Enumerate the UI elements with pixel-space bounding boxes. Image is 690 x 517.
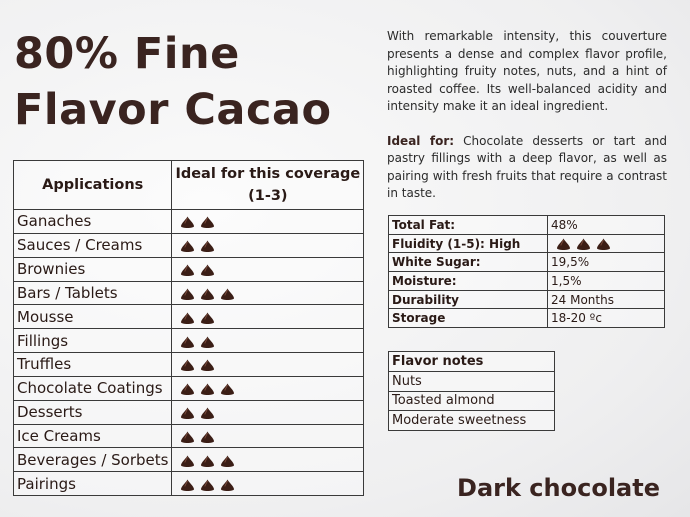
coverage-rating (171, 423, 365, 449)
table-row: Sauces / Creams (12, 232, 365, 258)
table-row: Ice Creams (12, 423, 365, 449)
coverage-rating (171, 471, 365, 497)
chocolate-chip-icon (200, 335, 215, 348)
property-row: Durability 24 Months (388, 289, 665, 310)
ideal-for: Ideal for: Chocolate desserts or tart an… (387, 133, 667, 201)
chocolate-chip-icon (200, 430, 215, 443)
chocolate-chip-icon (596, 237, 611, 251)
chocolate-chip-icon (200, 454, 215, 467)
chocolate-chip-icon (556, 237, 571, 251)
chocolate-chip-icon (576, 237, 591, 251)
chocolate-chip-icon (200, 406, 215, 420)
chocolate-chip-icon (180, 215, 195, 229)
chocolate-chip-icon (180, 311, 195, 324)
application-name: Sauces / Creams (12, 232, 173, 258)
properties-table: Total Fat: 48% Fluidity (1-5): High White S… (388, 215, 665, 329)
property-key: Moisture: (388, 271, 548, 291)
table-row: Pairings (12, 471, 365, 497)
chocolate-chip-icon (200, 215, 215, 229)
description: With remarkable intensity, this couvertu… (387, 28, 667, 203)
chocolate-chip-icon (180, 382, 195, 396)
table-row: Mousse (12, 304, 365, 330)
page-title: 80% Fine Flavor Cacao (14, 29, 332, 135)
flavor-notes-header: Flavor notes (388, 351, 555, 372)
coverage-rating (171, 209, 365, 234)
application-name: Desserts (12, 399, 173, 425)
chocolate-chip-icon (220, 287, 235, 300)
table-row: Chocolate Coatings (12, 375, 365, 401)
chocolate-chip-icon (200, 263, 215, 277)
chocolate-chip-icon (200, 478, 215, 491)
property-row: Fluidity (1-5): High (388, 233, 665, 254)
table-row: Fillings (12, 328, 365, 354)
application-name: Ice Creams (12, 423, 173, 449)
coverage-rating (171, 447, 365, 473)
chocolate-chip-icon (200, 239, 215, 253)
table-row: Beverages / Sorbets (12, 447, 365, 473)
flavor-note: Nuts (388, 370, 555, 392)
applications-table: Applications Ideal for this coverage (1-3… (12, 160, 365, 497)
coverage-rating (171, 399, 365, 425)
table-row: Brownies (12, 256, 365, 282)
table-row: Ganaches (12, 209, 365, 234)
application-name: Bars / Tablets (12, 280, 173, 306)
property-value: 1,5% (547, 271, 665, 291)
coverage-rating (171, 304, 365, 330)
property-value: 18-20 ºc (547, 308, 665, 329)
property-row: White Sugar: 19,5% (388, 252, 665, 273)
flavor-notes-table: Flavor notes Nuts Toasted almond Moderat… (388, 351, 555, 432)
chocolate-chip-icon (220, 478, 235, 491)
property-value: 48% (547, 215, 665, 235)
applications-header: Applications (12, 160, 173, 210)
chocolate-chip-icon (220, 454, 235, 467)
property-key: Total Fat: (388, 215, 548, 235)
property-row: Moisture: 1,5% (388, 271, 665, 291)
chocolate-chip-icon (180, 287, 195, 300)
property-key: Fluidity (1-5): High (388, 233, 548, 254)
chocolate-chip-icon (200, 382, 215, 396)
chocolate-chip-icon (180, 454, 195, 467)
coverage-header: Ideal for this coverage (1-3) (171, 160, 365, 210)
chocolate-chip-icon (180, 478, 195, 491)
application-name: Mousse (12, 304, 173, 330)
property-row: Storage 18-20 ºc (388, 308, 665, 329)
chocolate-chip-icon (180, 335, 195, 348)
chocolate-chip-icon (200, 311, 215, 324)
coverage-rating (171, 375, 365, 401)
application-name: Beverages / Sorbets (12, 447, 173, 473)
application-name: Truffles (12, 352, 173, 377)
property-value (547, 233, 665, 254)
application-name: Fillings (12, 328, 173, 354)
property-value: 24 Months (547, 289, 665, 310)
table-row: Truffles (12, 352, 365, 377)
property-key: White Sugar: (388, 252, 548, 273)
application-name: Chocolate Coatings (12, 375, 173, 401)
chocolate-chip-icon (200, 358, 215, 372)
coverage-rating (171, 256, 365, 282)
chocolate-chip-icon (180, 263, 195, 277)
table-row: Desserts (12, 399, 365, 425)
chocolate-chip-icon (180, 430, 195, 443)
coverage-rating (171, 352, 365, 377)
property-row: Total Fat: 48% (388, 215, 665, 235)
coverage-rating (171, 232, 365, 258)
footer-label: Dark chocolate (457, 474, 660, 502)
chocolate-chip-icon (180, 406, 195, 420)
application-name: Pairings (12, 471, 173, 497)
coverage-rating (171, 280, 365, 306)
coverage-rating (171, 328, 365, 354)
flavor-note: Moderate sweetness (388, 410, 555, 432)
property-key: Durability (388, 289, 548, 310)
flavor-note: Toasted almond (388, 390, 555, 412)
property-value: 19,5% (547, 252, 665, 273)
property-key: Storage (388, 308, 548, 329)
table-row: Bars / Tablets (12, 280, 365, 306)
chocolate-chip-icon (180, 358, 195, 372)
chocolate-chip-icon (220, 382, 235, 396)
chocolate-chip-icon (180, 239, 195, 253)
chocolate-chip-icon (200, 287, 215, 300)
application-name: Ganaches (12, 209, 173, 234)
application-name: Brownies (12, 256, 173, 282)
table-header: Applications Ideal for this coverage (1-3… (12, 160, 365, 210)
